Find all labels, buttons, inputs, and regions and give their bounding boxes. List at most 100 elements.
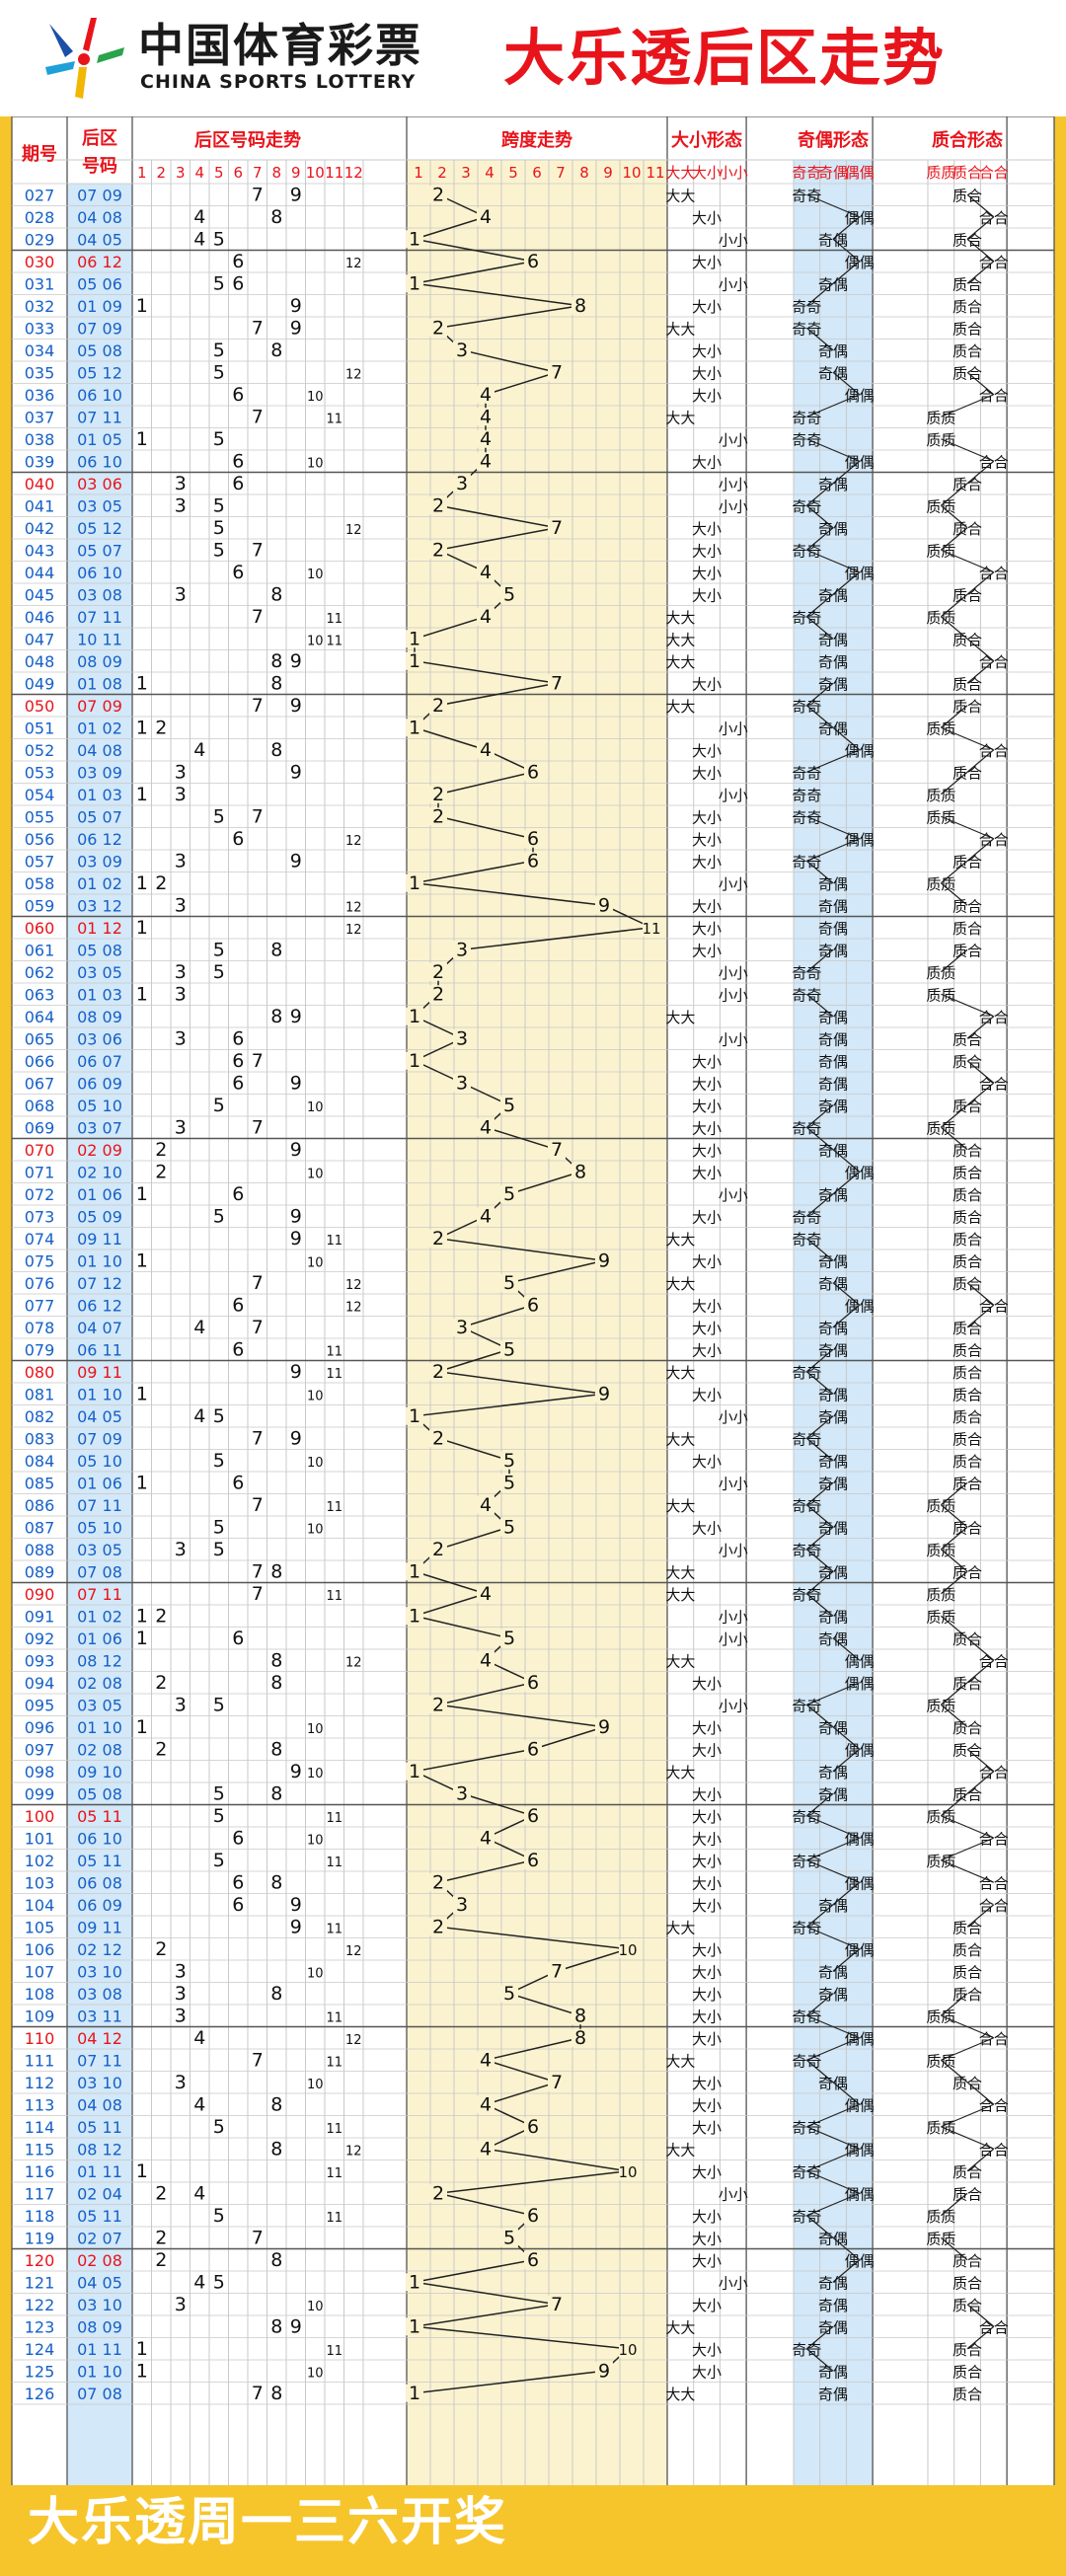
span-value: 2 [432, 539, 444, 561]
prime-pattern: 质质 [926, 875, 955, 893]
parity-connector [832, 371, 861, 396]
prime-pattern: 质质 [926, 1697, 955, 1714]
span-value: 1 [409, 628, 420, 649]
prime-connector [940, 1504, 968, 1528]
size-pattern: 小小 [719, 2185, 748, 2203]
back-numbers: 07 09 [77, 697, 122, 716]
issue-number: 037 [25, 408, 55, 426]
span-value: 11 [642, 920, 660, 938]
back-trend-mark: 2 [155, 717, 167, 738]
back-trend-mark: 12 [345, 1655, 362, 1670]
span-value-bg [429, 785, 447, 803]
size-pattern: 大小 [692, 942, 722, 959]
prime-connector [941, 2037, 994, 2061]
back-numbers: 04 12 [77, 2029, 122, 2048]
span-value-bg [453, 341, 471, 359]
span-value-bg [500, 1984, 518, 2003]
parity-pattern: 奇奇 [792, 298, 821, 316]
back-trend-mark: 8 [270, 739, 282, 761]
back-numbers: 01 10 [77, 2362, 122, 2381]
back-trend-mark: 5 [213, 228, 225, 250]
parity-connector [805, 527, 834, 551]
span-value: 4 [480, 2093, 492, 2115]
span-value-bg [406, 630, 423, 648]
parity-pattern: 偶偶 [845, 2185, 875, 2203]
issue-number: 028 [25, 208, 55, 227]
back-trend-mark: 5 [213, 1850, 225, 1871]
issue-number: 101 [25, 1829, 55, 1848]
prime-pattern: 合合 [979, 2318, 1009, 2336]
span-value-bg [524, 852, 542, 871]
size-pattern: 大小 [692, 1297, 722, 1315]
header-size-sub: 大小 [692, 164, 722, 182]
prime-pattern: 质合 [952, 364, 982, 382]
prime-pattern: 合合 [979, 1764, 1009, 1781]
parity-pattern: 奇偶 [818, 1630, 848, 1648]
back-numbers: 04 08 [77, 208, 122, 227]
span-value: 2 [432, 1228, 444, 1250]
prime-connector [966, 1904, 995, 1928]
header-parity: 奇偶形态 [798, 129, 869, 151]
span-value-bg [429, 1362, 447, 1381]
back-numbers: 04 08 [77, 741, 122, 760]
back-numbers: 02 09 [77, 1141, 122, 1160]
prime-pattern: 质质 [926, 1542, 955, 1559]
back-numbers: 05 08 [77, 941, 122, 959]
span-value: 1 [409, 1560, 420, 1582]
back-numbers: 07 08 [77, 2385, 122, 2403]
back-trend-mark: 9 [290, 1894, 302, 1916]
header-parity-sub: 奇偶 [818, 164, 848, 182]
issue-number: 066 [25, 1052, 55, 1071]
issue-number: 102 [25, 1852, 55, 1870]
span-value-bg [429, 985, 447, 1004]
prime-connector [941, 549, 994, 573]
back-trend-mark: 8 [270, 2383, 282, 2404]
back-numbers: 06 08 [77, 1873, 122, 1892]
prime-connector [966, 371, 995, 396]
back-numbers: 03 08 [77, 585, 122, 604]
back-trend-mark: 9 [290, 184, 302, 205]
prime-connector [940, 1481, 968, 1506]
size-pattern: 小小 [719, 720, 748, 737]
span-value: 2 [432, 317, 444, 339]
header: 中国体育彩票 CHINA SPORTS LOTTERY 大乐透后区走势 [0, 0, 1066, 116]
span-value: 2 [432, 184, 444, 205]
back-trend-mark: 6 [232, 1871, 244, 1893]
span-value-bg [406, 1406, 423, 1425]
back-trend-mark: 7 [252, 1272, 264, 1294]
back-trend-mark: 1 [136, 1628, 148, 1649]
back-trend-mark: 2 [155, 1738, 167, 1760]
parity-connector [805, 682, 834, 707]
parity-connector [832, 261, 861, 284]
issue-number: 077 [25, 1296, 55, 1315]
issue-number: 110 [25, 2029, 55, 2048]
span-value: 5 [503, 583, 515, 605]
back-numbers: 02 10 [77, 1163, 122, 1181]
back-numbers: 05 11 [77, 2118, 122, 2137]
span-value: 4 [480, 1494, 492, 1516]
parity-pattern: 奇偶 [818, 1186, 848, 1204]
prime-pattern: 合合 [979, 2030, 1009, 2048]
back-numbers: 02 07 [77, 2229, 122, 2247]
issue-number: 096 [25, 1718, 55, 1737]
prime-connector [941, 438, 994, 462]
span-value: 1 [409, 1761, 420, 1782]
span-value: 1 [409, 2383, 420, 2404]
header-span-number: 7 [556, 164, 566, 182]
back-trend-mark: 1 [136, 1183, 148, 1205]
span-value: 3 [456, 340, 468, 361]
back-numbers: 02 08 [77, 1740, 122, 1759]
span-value-bg [406, 274, 423, 293]
prime-connector [966, 1748, 995, 1773]
span-value: 4 [480, 2049, 492, 2071]
size-pattern: 大小 [692, 2341, 722, 2359]
parity-connector [805, 1504, 834, 1528]
back-trend-mark: 5 [213, 2205, 225, 2227]
parity-connector [832, 1881, 861, 1906]
prime-connector [940, 2192, 968, 2217]
parity-pattern: 偶偶 [845, 453, 875, 471]
parity-pattern: 奇奇 [792, 1542, 821, 1559]
header-parity-sub: 偶偶 [845, 164, 875, 182]
issue-number: 105 [25, 1918, 55, 1936]
prime-pattern: 合合 [979, 653, 1009, 671]
